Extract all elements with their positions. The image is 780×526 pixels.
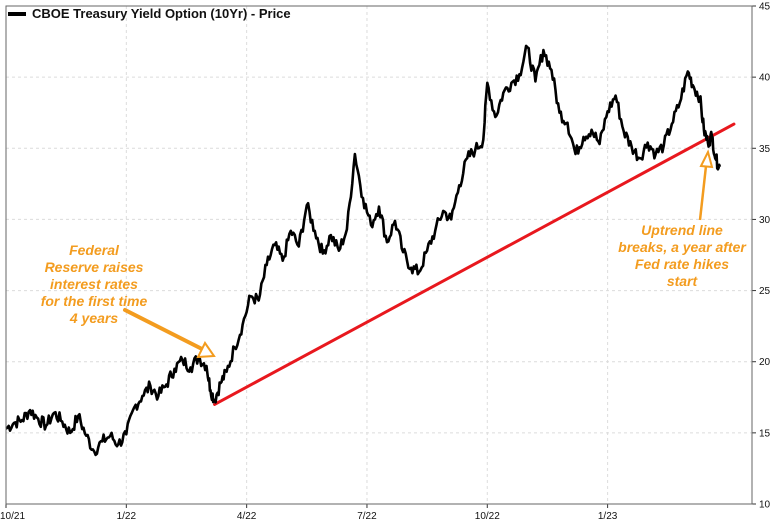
x-tick-label: 4/22 xyxy=(237,511,257,522)
trend-line-layer xyxy=(213,122,736,406)
y-tick-label: 30 xyxy=(759,215,771,226)
x-tick-label: 1/22 xyxy=(117,511,137,522)
legend: CBOE Treasury Yield Option (10Yr) - Pric… xyxy=(8,6,291,21)
break-arrow-shaft xyxy=(698,165,708,221)
fed-arrow-head xyxy=(196,341,216,359)
y-tick-label: 20 xyxy=(759,357,771,368)
legend-swatch xyxy=(8,11,26,16)
y-tick-label: 40 xyxy=(759,73,771,84)
price-line-layer xyxy=(5,44,722,457)
y-tick-label: 10 xyxy=(759,500,771,511)
fed-arrow-shaft xyxy=(123,308,206,352)
uptrend-line xyxy=(213,122,736,406)
y-tick-label: 45 xyxy=(759,2,771,13)
x-tick-label: 10/22 xyxy=(475,511,500,522)
annotation-arrows xyxy=(123,149,714,359)
x-tick-label: 1/23 xyxy=(598,511,618,522)
x-tick-label: 10/21 xyxy=(0,511,25,522)
break-arrow-head xyxy=(699,149,714,169)
annotation-fed-rate-hike: Federal Reserve raises interest rates fo… xyxy=(40,242,148,326)
plot-frame xyxy=(5,5,753,505)
axes: 10 15 20 25 30 35 40 45 10/21 1/22 4/22 7/22 10/22 1/… xyxy=(0,2,771,523)
price-series-line xyxy=(5,44,722,457)
x-tick-label: 7/22 xyxy=(357,511,377,522)
y-tick-label: 15 xyxy=(759,428,771,439)
legend-label: CBOE Treasury Yield Option (10Yr) - Pric… xyxy=(32,6,291,21)
annotation-uptrend-break: Uptrend line breaks, a year after Fed ra… xyxy=(618,222,746,289)
y-tick-label: 25 xyxy=(759,286,771,297)
y-tick-label: 35 xyxy=(759,144,771,155)
